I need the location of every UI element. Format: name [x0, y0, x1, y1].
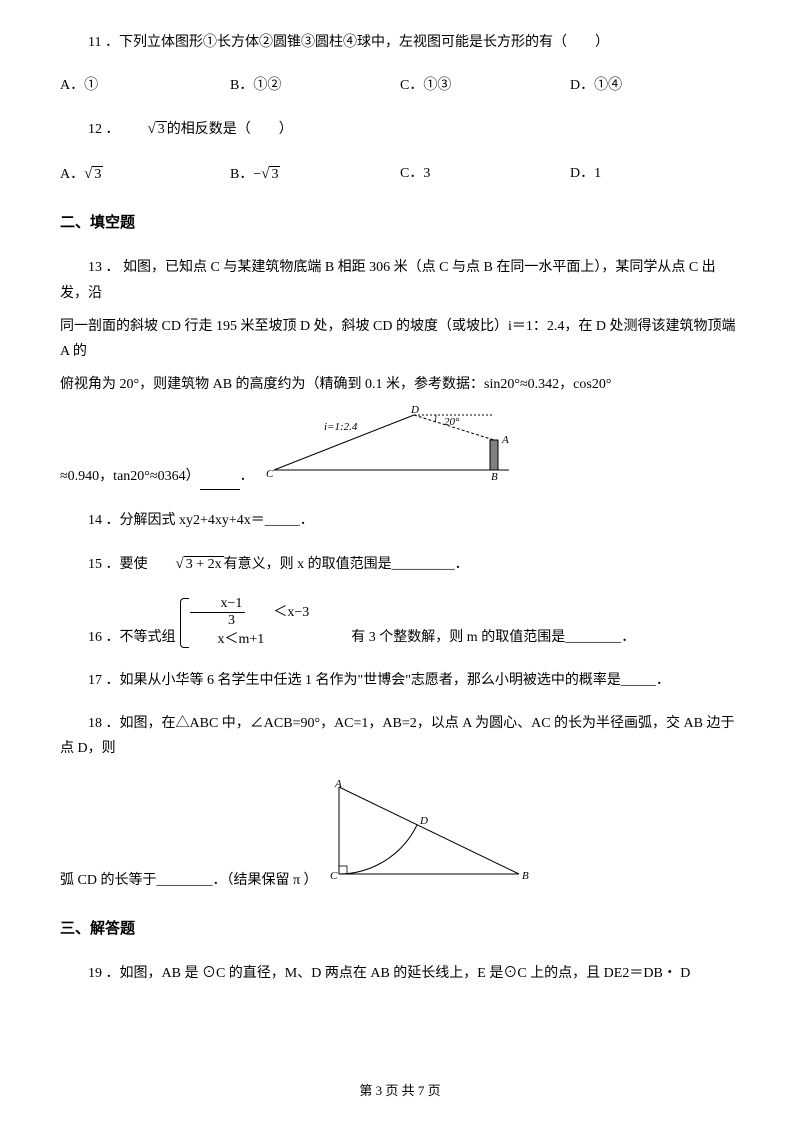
q13-l4: ≈0.940，tan20°≈0364） [60, 464, 200, 489]
q13-l4-end: ． [240, 464, 254, 489]
q13-l4-row: ≈0.940，tan20°≈0364） ． 20° i=1:2.4 C D A … [60, 405, 740, 489]
pt-a-label: A [334, 779, 342, 790]
arc-cd [339, 825, 417, 874]
q12-suffix: 的相反数是（ ） [167, 122, 293, 137]
q16-row2: x＜m+1 [190, 630, 310, 650]
q11-opt-b[interactable]: B．①② [230, 73, 400, 98]
q16-prefix: 16 ．不等式组 [60, 625, 176, 650]
building-icon [490, 440, 498, 470]
pt-b-label: B [491, 471, 498, 480]
q16-den: 3 [190, 613, 246, 630]
q13-figure: 20° i=1:2.4 C D A B [264, 405, 524, 489]
pt-d-label: D [419, 815, 428, 827]
right-angle-icon [339, 866, 347, 874]
q11-text: 11 ．下列立体图形①长方体②圆锥③圆柱④球中，左视图可能是长方形的有（ ） [60, 30, 740, 55]
q15-expr: 3 + 2x [184, 556, 224, 572]
q12-opt-a[interactable]: A． 3 [60, 161, 230, 188]
q16-num: x−1 [190, 596, 246, 614]
q12-opt-b-sqrt: 3 [269, 166, 280, 182]
side-ab [339, 787, 519, 874]
section-fill-blank: 二、填空题 [60, 210, 740, 237]
q13-l1: 13 ． 如图，已知点 C 与某建筑物底端 B 相距 306 米（点 C 与点 … [60, 255, 740, 305]
q11-opt-c[interactable]: C．①③ [400, 73, 570, 98]
q13-l2: 同一剖面的斜坡 CD 行走 195 米至坡顶 D 处，斜坡 CD 的坡度（或坡比… [60, 314, 740, 364]
q12-text: 12 ． 3的相反数是（ ） [60, 116, 740, 143]
page-footer: 第 3 页 共 7 页 [0, 1079, 800, 1102]
q12-opt-b[interactable]: B．− 3 [230, 161, 400, 188]
q18-figure: A B C D [324, 779, 534, 893]
q11-opt-a[interactable]: A．① [60, 73, 230, 98]
q13-l3: 俯视角为 20°，则建筑物 AB 的高度约为（精确到 0.1 米，参考数据：si… [60, 372, 740, 397]
pt-d-label: D [410, 405, 419, 416]
fraction: x−1 3 [190, 596, 246, 631]
sqrt-icon: 3 [84, 161, 103, 188]
q18-l2-prefix: 弧 CD 的长等于________．（结果保留 π ） [60, 868, 318, 893]
q12-opt-d[interactable]: D．1 [570, 161, 740, 188]
q19-text: 19 ．如图，AB 是 ⊙C 的直径，M、D 两点在 AB 的延长线上，E 是⊙… [60, 961, 740, 986]
q14-text: 14 ．分解因式 xy2+4xy+4x＝_____． [60, 508, 740, 533]
angle-label: 20° [444, 416, 460, 428]
q16-text: 16 ．不等式组 x−1 3 ＜x−3 x＜m+1 有 3 个整数解，则 m 的… [60, 596, 740, 650]
pt-c-label: C [266, 468, 274, 480]
slope-label: i=1:2.4 [324, 421, 358, 433]
angle-arc [435, 415, 436, 422]
q18-l2-row: 弧 CD 的长等于________．（结果保留 π ） A B C D [60, 779, 740, 893]
q18-l1: 18 ．如图，在△ABC 中，∠ACB=90°，AC=1，AB=2，以点 A 为… [60, 711, 740, 761]
q12-opt-c[interactable]: C．3 [400, 161, 570, 188]
q12-opt-a-sqrt: 3 [92, 166, 103, 182]
q12-opt-b-prefix: B．− [230, 167, 261, 182]
section-answer: 三、解答题 [60, 916, 740, 943]
inequality-system: x−1 3 ＜x−3 x＜m+1 [176, 596, 310, 650]
q15-suffix: 有意义，则 x 的取值范围是_________． [224, 557, 469, 572]
q16-row1-rel: ＜x−3 [245, 605, 309, 622]
sqrt-icon: 3 [261, 161, 280, 188]
pt-a-label: A [501, 434, 509, 446]
q17-text: 17 ．如果从小华等 6 名学生中任选 1 名作为"世博会"志愿者，那么小明被选… [60, 668, 740, 693]
blank-input[interactable] [200, 476, 240, 490]
q15-text: 15 ．要使 3 + 2x有意义，则 x 的取值范围是_________． [60, 551, 740, 578]
pt-c-label: C [330, 870, 338, 882]
pt-b-label: B [522, 870, 529, 882]
sqrt-icon: 3 + 2x [148, 551, 224, 578]
q15-prefix: 15 ．要使 [88, 557, 148, 572]
q11-opt-d[interactable]: D．①④ [570, 73, 740, 98]
q12-sqrt-val: 3 [156, 121, 167, 137]
q12-options: A． 3 B．− 3 C．3 D．1 [60, 161, 740, 188]
q12-prefix: 12 ． [88, 122, 120, 137]
q11-options: A．① B．①② C．①③ D．①④ [60, 73, 740, 98]
sqrt-icon: 3 [120, 116, 167, 143]
q16-suffix: 有 3 个整数解，则 m 的取值范围是________． [309, 625, 635, 650]
q12-opt-a-prefix: A． [60, 167, 84, 182]
